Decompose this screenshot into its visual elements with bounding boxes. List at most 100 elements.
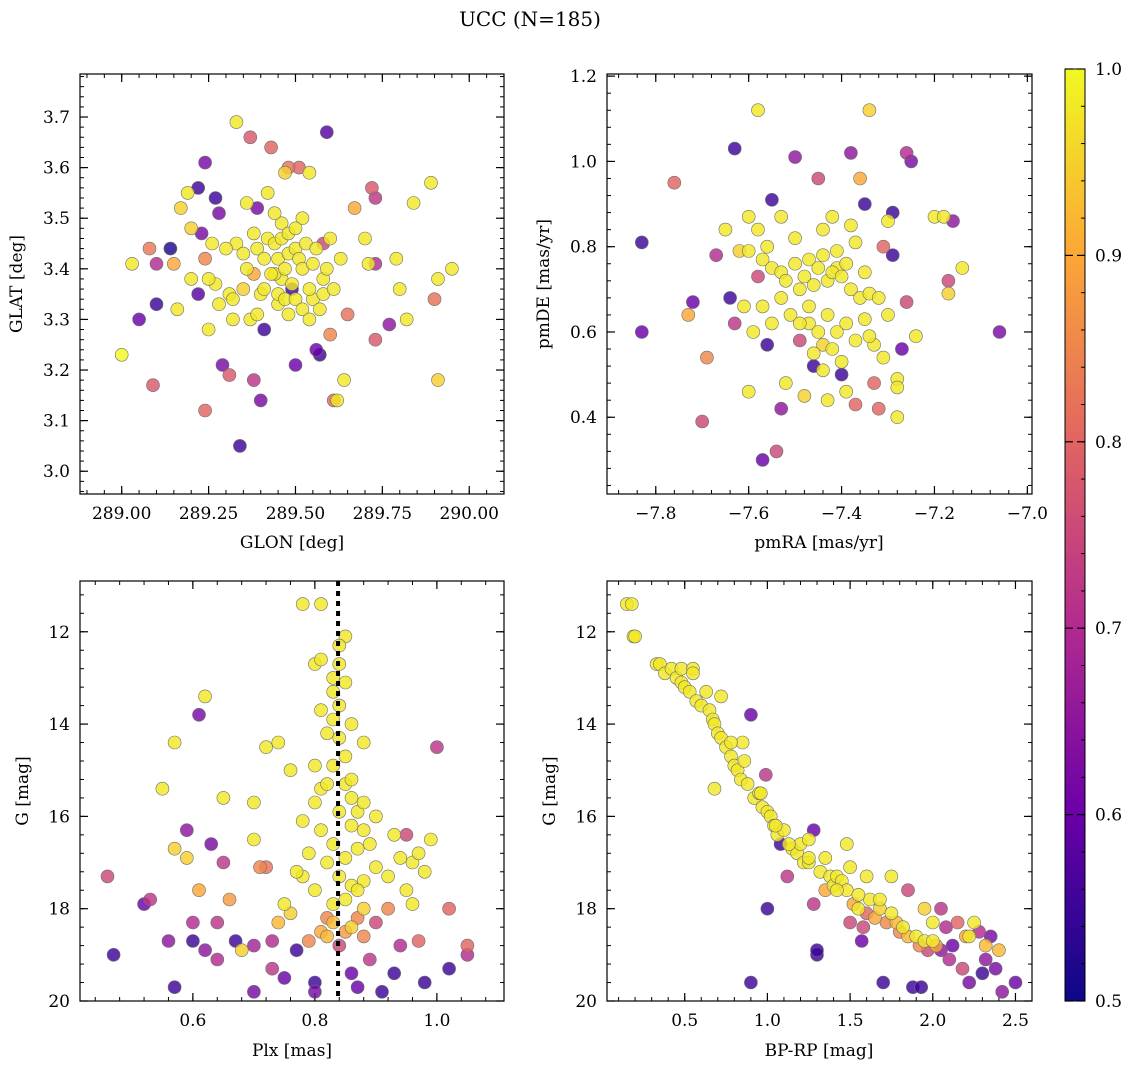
points-sky xyxy=(114,115,459,453)
data-point xyxy=(323,231,338,246)
data-point xyxy=(848,333,863,348)
data-point xyxy=(427,292,442,307)
data-point xyxy=(992,325,1007,339)
data-point xyxy=(289,943,304,958)
data-point xyxy=(843,860,857,875)
data-point xyxy=(302,282,317,296)
data-point xyxy=(253,393,268,408)
data-point xyxy=(890,410,905,425)
data-point xyxy=(884,906,899,921)
data-point xyxy=(155,781,170,796)
data-point xyxy=(839,316,854,331)
x-tick-label: 1.0 xyxy=(423,1011,450,1031)
data-point xyxy=(356,929,371,944)
data-point xyxy=(848,397,863,412)
data-point xyxy=(839,837,854,851)
data-point xyxy=(257,322,272,337)
data-point xyxy=(186,934,200,948)
x-axis-label: BP-RP [mag] xyxy=(765,1041,874,1061)
data-point xyxy=(873,892,887,907)
data-point xyxy=(778,273,793,288)
y-tick-label: 3.7 xyxy=(43,108,70,128)
data-point xyxy=(204,837,218,851)
data-point xyxy=(283,763,298,778)
data-point xyxy=(876,975,891,990)
data-point xyxy=(191,287,205,301)
data-point xyxy=(624,597,639,611)
data-point xyxy=(186,915,200,930)
x-tick-label: 289.25 xyxy=(179,504,238,524)
data-point xyxy=(192,707,206,722)
data-point xyxy=(760,337,775,352)
data-point xyxy=(389,251,404,266)
data-point xyxy=(751,103,765,117)
data-point xyxy=(806,897,821,911)
data-point xyxy=(350,883,365,898)
data-point xyxy=(890,380,905,395)
data-point xyxy=(247,984,261,999)
data-point xyxy=(816,248,830,262)
data-point xyxy=(393,938,408,953)
data-point xyxy=(240,196,254,210)
y-tick-label: 1.0 xyxy=(570,152,597,172)
x-tick-label: 1.0 xyxy=(754,1011,781,1031)
data-point xyxy=(259,740,273,755)
data-point xyxy=(308,795,322,810)
data-point xyxy=(392,282,407,296)
data-point xyxy=(755,252,770,267)
data-point xyxy=(686,666,700,681)
data-point xyxy=(778,376,793,390)
y-tick-label: 1.2 xyxy=(570,67,597,87)
data-point xyxy=(381,901,395,916)
data-point xyxy=(161,934,176,948)
data-point xyxy=(843,915,857,930)
data-point xyxy=(834,367,849,382)
data-point xyxy=(192,883,206,898)
y-tick-label: 16 xyxy=(575,807,597,827)
colorbar-tick-label: 0.5 xyxy=(1095,992,1122,1012)
data-point xyxy=(125,256,139,271)
data-point xyxy=(264,140,278,155)
y-tick-label: 3.2 xyxy=(43,361,70,381)
data-point xyxy=(288,292,303,307)
data-point xyxy=(760,239,775,254)
data-point xyxy=(184,272,198,286)
data-point xyxy=(895,342,909,356)
data-point xyxy=(857,265,872,280)
data-point xyxy=(881,308,895,322)
colorbar-tick-label: 0.6 xyxy=(1095,806,1122,826)
data-point xyxy=(314,703,328,718)
data-point xyxy=(768,818,783,833)
data-point xyxy=(365,181,379,195)
data-point xyxy=(857,197,872,211)
panel-sky: 289.00 289.25 289.50 289.75 290.00 3.0 3.1 3.2 3… xyxy=(7,73,505,553)
data-point xyxy=(634,325,649,339)
plot-area-plx xyxy=(79,580,505,1002)
data-point xyxy=(723,291,737,305)
x-tick-label: 289.50 xyxy=(266,504,325,524)
data-point xyxy=(314,823,328,838)
data-point xyxy=(308,984,322,999)
data-point xyxy=(323,327,338,342)
data-point xyxy=(247,226,261,241)
x-tick-label: 2.0 xyxy=(919,1011,946,1031)
data-point xyxy=(271,735,286,750)
data-point xyxy=(867,376,881,390)
data-point xyxy=(862,103,877,117)
data-point xyxy=(387,827,402,842)
data-point xyxy=(854,934,869,948)
data-point xyxy=(700,350,714,365)
data-point xyxy=(942,952,957,967)
data-point xyxy=(760,901,775,916)
data-point xyxy=(758,767,773,782)
data-point xyxy=(302,165,317,180)
data-point xyxy=(851,901,866,916)
data-point xyxy=(825,342,840,356)
data-point xyxy=(302,312,317,327)
data-point xyxy=(885,248,900,262)
x-tick-label: 1.5 xyxy=(837,1011,864,1031)
data-point xyxy=(288,358,303,372)
data-point xyxy=(797,389,812,403)
data-point xyxy=(695,414,710,429)
data-point xyxy=(941,286,956,301)
